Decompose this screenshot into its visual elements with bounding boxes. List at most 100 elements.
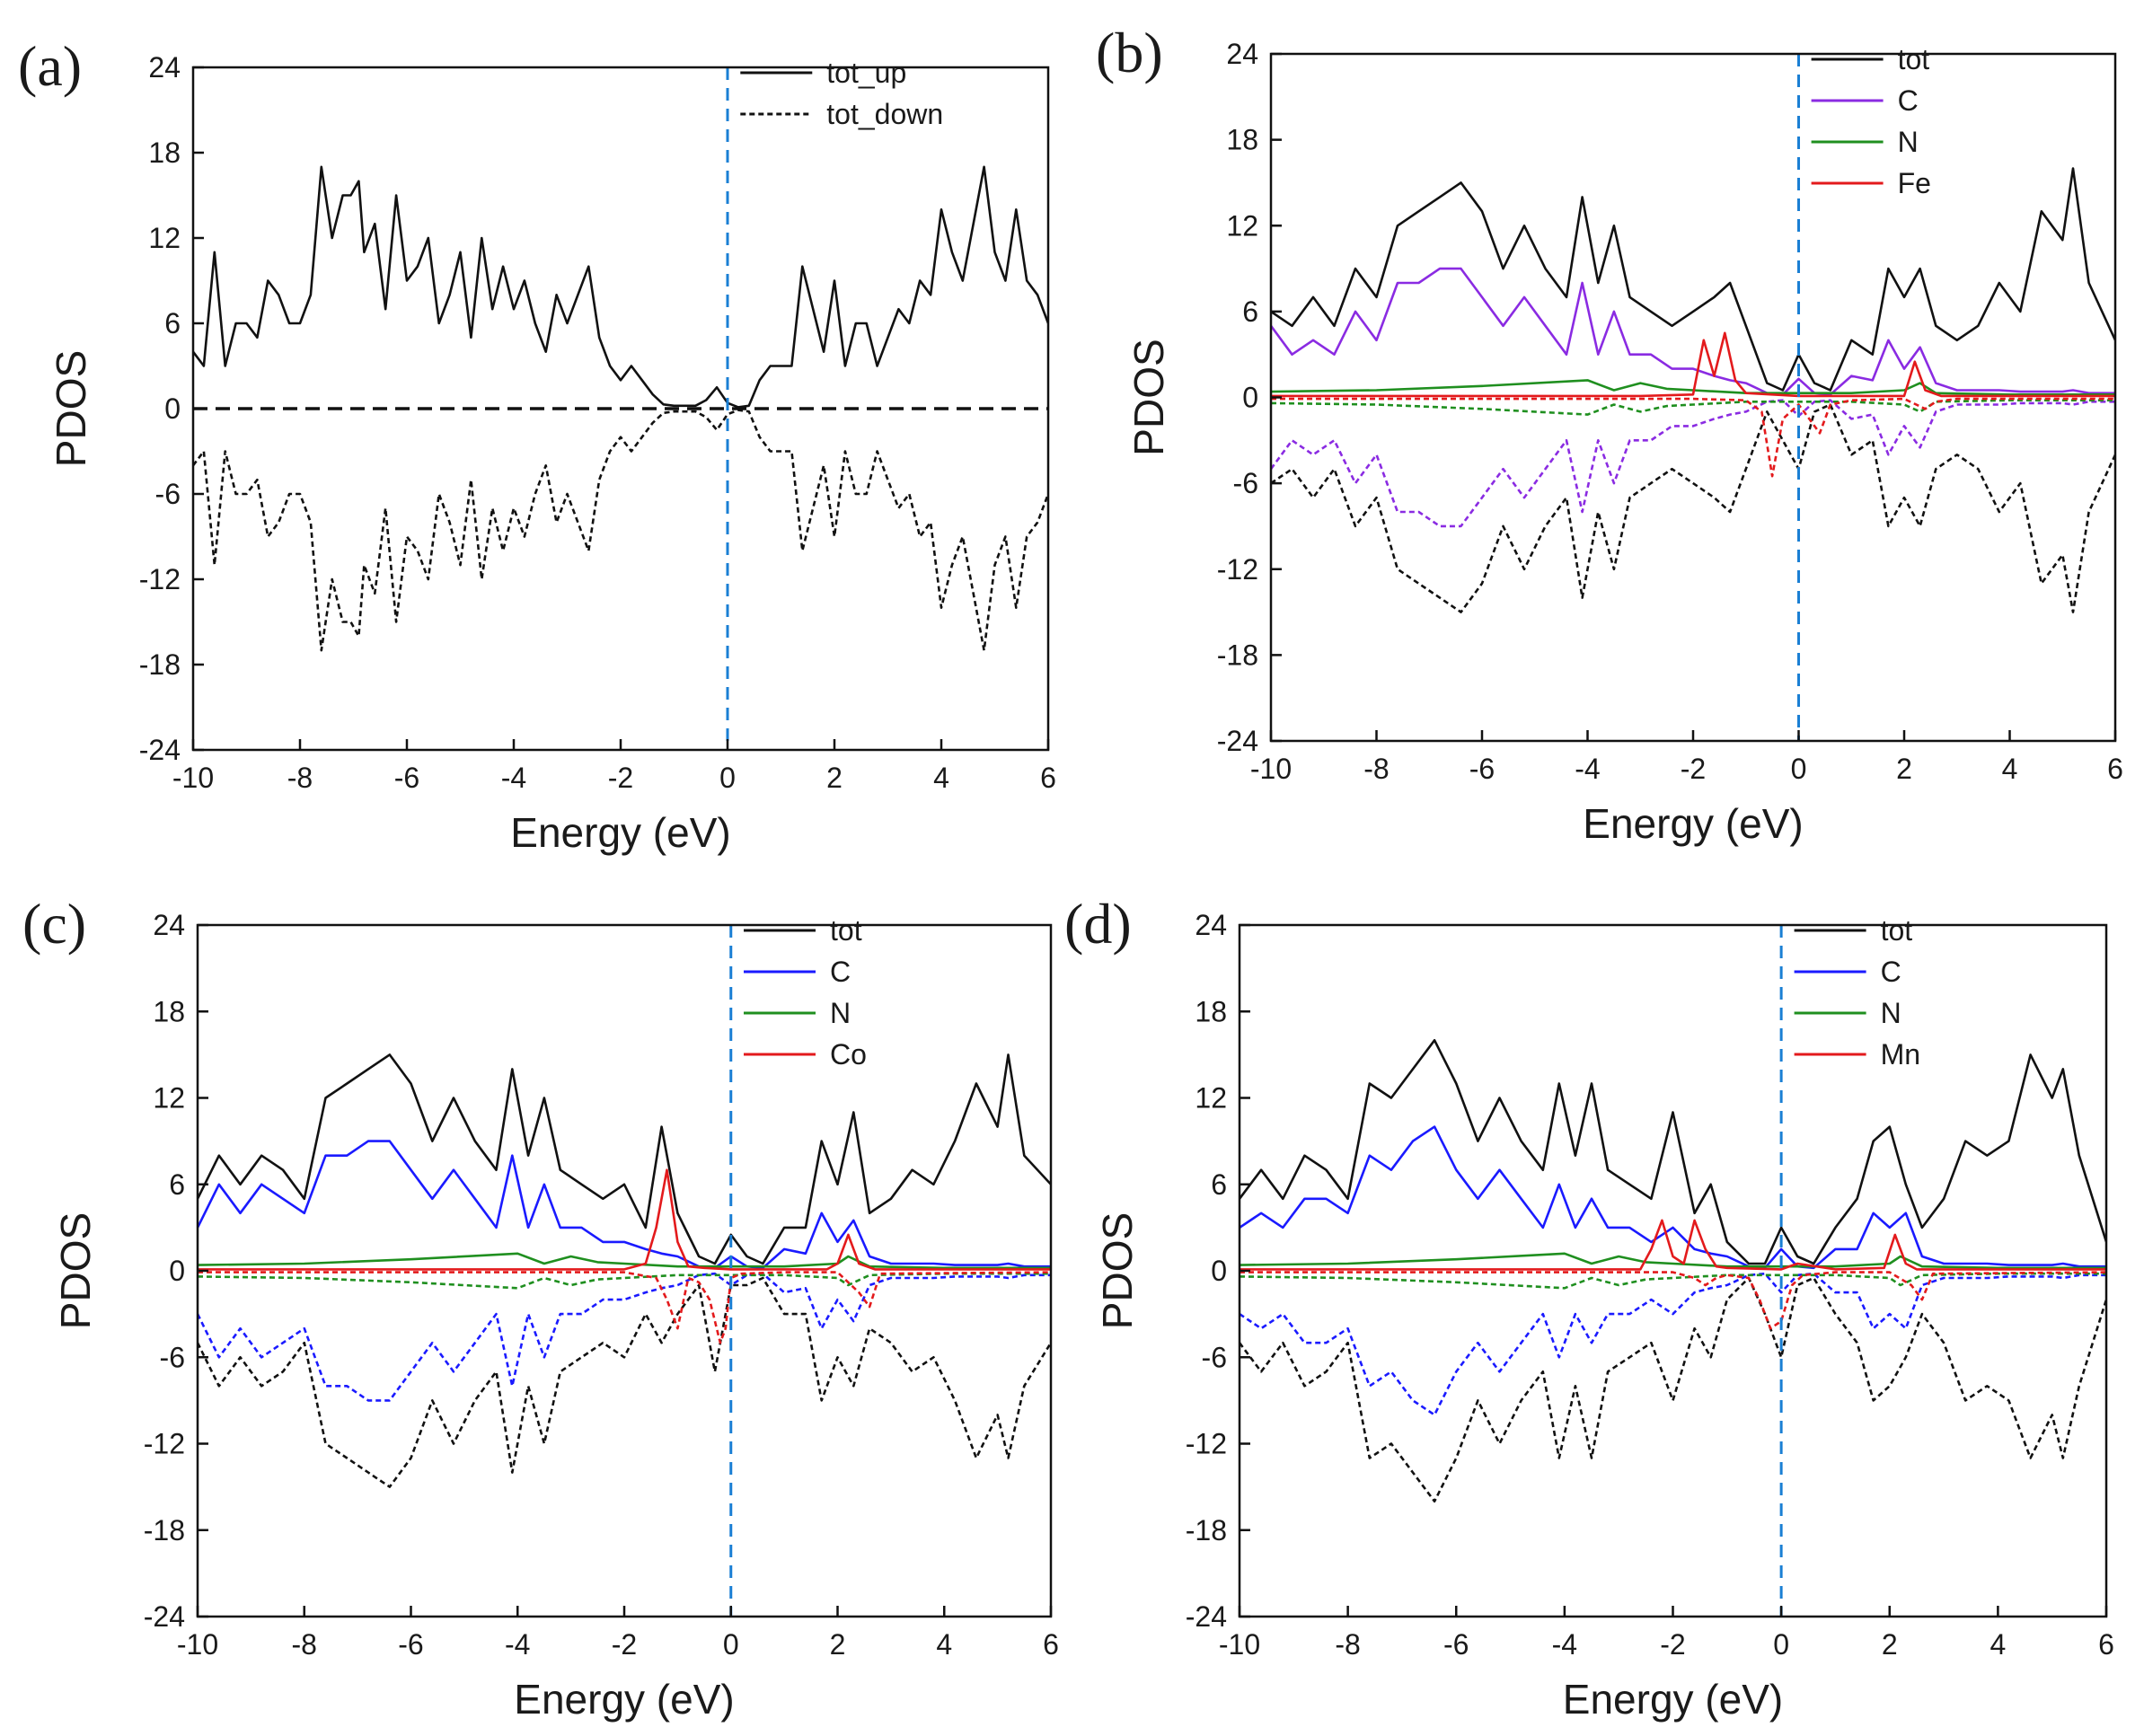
x-tick-label: -8 <box>1335 1628 1360 1661</box>
y-tick-label: -6 <box>155 478 181 510</box>
series-co-down <box>198 1271 1051 1344</box>
y-tick-label: 18 <box>153 995 185 1027</box>
legend-label-n: N <box>830 997 851 1029</box>
x-tick-label: -10 <box>1219 1628 1260 1661</box>
x-tick-label: 2 <box>830 1628 846 1661</box>
series-tot-up <box>193 165 1048 409</box>
x-axis-title: Energy (eV) <box>1563 1676 1783 1723</box>
x-tick-label: -6 <box>398 1628 423 1661</box>
series-c-down <box>198 1272 1051 1402</box>
x-tick-label: -10 <box>1250 753 1292 785</box>
plot-frame <box>196 923 1053 1618</box>
y-tick-label: -6 <box>1233 467 1258 499</box>
series-mn <box>1240 1219 2106 1271</box>
series-mn-down <box>1240 1271 2106 1330</box>
x-axis-title: Energy (eV) <box>514 1676 734 1723</box>
legend-label-co: Co <box>830 1038 867 1071</box>
series-c-down <box>1240 1272 2106 1416</box>
series-group <box>1271 167 2115 613</box>
x-tick-label: -10 <box>172 762 214 794</box>
y-tick-label: -18 <box>1217 639 1258 671</box>
legend-label-tot-up: tot_up <box>826 57 906 89</box>
x-tick-label: -4 <box>501 762 526 794</box>
x-tick-label: -6 <box>1469 753 1495 785</box>
x-tick-label: 0 <box>719 762 736 794</box>
legend-label-c: C <box>1881 956 1901 988</box>
y-tick-label: 24 <box>1195 909 1227 941</box>
series-tot <box>198 1053 1051 1265</box>
y-tick-label: 18 <box>1226 124 1258 156</box>
x-tick-label: -4 <box>505 1628 530 1661</box>
y-axis-title: PDOS <box>1125 339 1172 455</box>
legend-label-tot: tot <box>1898 43 1930 75</box>
x-tick-label: 4 <box>936 1628 952 1661</box>
x-tick-label: -8 <box>292 1628 317 1661</box>
x-tick-label: 6 <box>1043 1628 1059 1661</box>
y-tick-label: 18 <box>148 137 181 169</box>
series-fe-down <box>1271 397 2115 478</box>
series-c <box>1240 1125 2106 1270</box>
series-c <box>198 1140 1051 1270</box>
x-axis-title: Energy (eV) <box>510 809 730 856</box>
series-tot-down <box>1240 1276 2106 1502</box>
legend: tot CN Fe <box>1811 43 1931 199</box>
y-tick-label: -12 <box>1217 553 1258 586</box>
y-tick-label: 12 <box>1226 209 1258 242</box>
y-tick-label: -18 <box>1186 1514 1227 1547</box>
y-tick-label: -18 <box>139 648 181 681</box>
y-tick-label: -24 <box>1186 1600 1227 1633</box>
legend-label-c: C <box>830 956 851 988</box>
series-group <box>193 165 1048 652</box>
y-tick-label: 12 <box>1195 1082 1227 1115</box>
y-tick-label: 6 <box>1242 295 1258 328</box>
series-tot-down <box>1271 403 2115 613</box>
x-tick-label: -2 <box>608 762 633 794</box>
panel-d: -10 -8 -6 -4 -2 0 2 4 6-24-18-12-606121824Energy… <box>1064 892 2114 1723</box>
x-tick-label: -4 <box>1575 753 1600 785</box>
x-tick-label: 2 <box>1896 753 1912 785</box>
x-tick-label: -2 <box>1660 1628 1685 1661</box>
panel-label: (d) <box>1064 892 1132 956</box>
y-tick-label: -12 <box>144 1428 185 1460</box>
x-tick-label: -2 <box>612 1628 637 1661</box>
x-tick-label: -8 <box>1363 753 1389 785</box>
y-axis-title: PDOS <box>52 1212 99 1329</box>
legend-label-tot: tot <box>830 914 862 947</box>
legend-label-fe: Fe <box>1898 167 1931 199</box>
series-c <box>1271 267 2115 396</box>
y-tick-label: -12 <box>139 563 181 595</box>
x-tick-label: 0 <box>1773 1628 1789 1661</box>
series-n-down <box>1240 1272 2106 1290</box>
x-tick-label: 6 <box>2098 1628 2114 1661</box>
panel-a: -10 -8 -6 -4 -2 0 2 4 6-24-18-12-606121824Energy… <box>18 34 1056 856</box>
x-tick-label: 4 <box>2002 753 2018 785</box>
y-tick-label: 6 <box>169 1168 185 1201</box>
series-tot <box>1271 167 2115 392</box>
x-tick-label: 0 <box>1791 753 1807 785</box>
y-tick-label: 24 <box>148 51 181 84</box>
x-tick-label: -2 <box>1681 753 1706 785</box>
legend-label-tot: tot <box>1881 914 1913 947</box>
x-tick-label: -10 <box>177 1628 218 1661</box>
x-tick-label: 6 <box>1040 762 1056 794</box>
series-co <box>198 1168 1051 1271</box>
plot-frame <box>1238 923 2108 1618</box>
series-tot-down <box>198 1276 1051 1488</box>
y-tick-label: 24 <box>1226 38 1258 70</box>
x-tick-label: 2 <box>1882 1628 1898 1661</box>
x-tick-label: -4 <box>1552 1628 1577 1661</box>
x-tick-label: 2 <box>826 762 843 794</box>
y-tick-label: 12 <box>153 1082 185 1115</box>
series-n-down <box>1271 399 2115 416</box>
series-tot <box>1240 1039 2106 1265</box>
x-tick-label: -6 <box>394 762 419 794</box>
y-tick-label: 6 <box>164 307 181 339</box>
legend-label-c: C <box>1898 84 1919 117</box>
series-n <box>1271 379 2115 396</box>
y-tick-label: 18 <box>1195 995 1227 1027</box>
series-n <box>1240 1252 2106 1270</box>
series-c-down <box>1271 399 2115 528</box>
legend-label-tot-down: tot_down <box>826 98 943 130</box>
y-tick-label: -24 <box>139 734 181 766</box>
y-tick-label: 0 <box>164 392 181 425</box>
